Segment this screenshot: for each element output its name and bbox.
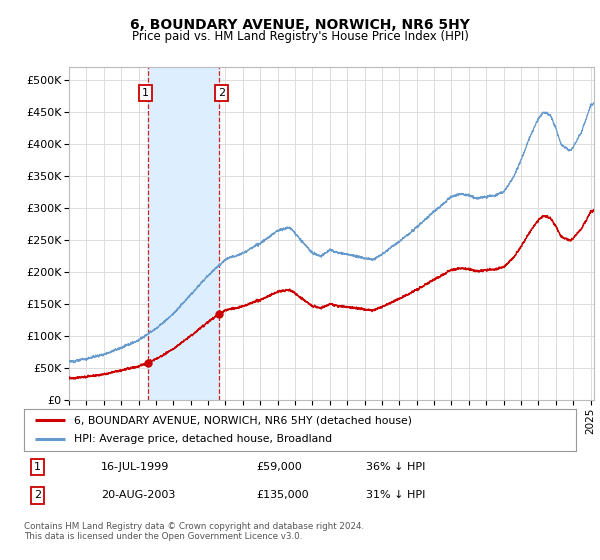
Text: 16-JUL-1999: 16-JUL-1999 <box>101 461 170 472</box>
Text: 1: 1 <box>34 461 41 472</box>
Text: £59,000: £59,000 <box>256 461 302 472</box>
Text: 6, BOUNDARY AVENUE, NORWICH, NR6 5HY (detached house): 6, BOUNDARY AVENUE, NORWICH, NR6 5HY (de… <box>74 415 412 425</box>
Text: 1: 1 <box>142 88 149 98</box>
Text: £135,000: £135,000 <box>256 491 308 501</box>
Text: 31% ↓ HPI: 31% ↓ HPI <box>366 491 425 501</box>
Text: Contains HM Land Registry data © Crown copyright and database right 2024.
This d: Contains HM Land Registry data © Crown c… <box>24 522 364 542</box>
Bar <box>148 67 219 400</box>
Text: Price paid vs. HM Land Registry's House Price Index (HPI): Price paid vs. HM Land Registry's House … <box>131 30 469 44</box>
Text: 2: 2 <box>34 491 41 501</box>
Text: 6, BOUNDARY AVENUE, NORWICH, NR6 5HY: 6, BOUNDARY AVENUE, NORWICH, NR6 5HY <box>130 18 470 32</box>
Text: 20-AUG-2003: 20-AUG-2003 <box>101 491 176 501</box>
Text: HPI: Average price, detached house, Broadland: HPI: Average price, detached house, Broa… <box>74 435 332 445</box>
Text: 36% ↓ HPI: 36% ↓ HPI <box>366 461 425 472</box>
Text: 2: 2 <box>218 88 226 98</box>
